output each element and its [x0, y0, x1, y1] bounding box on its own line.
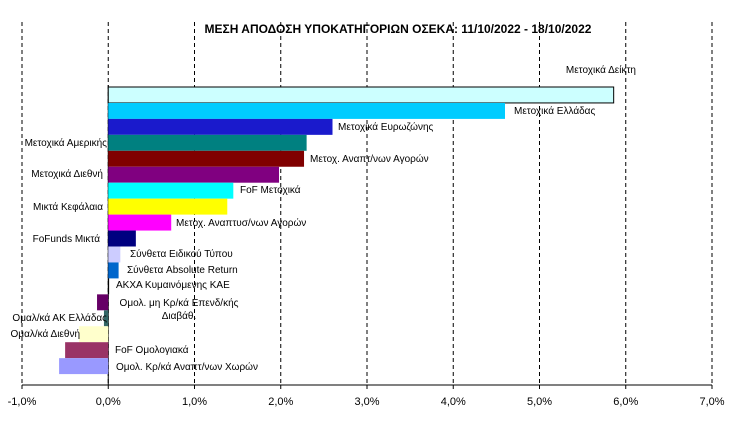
bar-label: ΑΚΧΑ Κυμαινόμενης ΚΑΕ [116, 280, 230, 291]
x-tick-label: -1,0% [8, 396, 37, 408]
bar-label: Ομαλ/κά ΑΚ Ελλάδας [12, 313, 107, 324]
bar [108, 214, 172, 231]
bar [108, 166, 280, 183]
bar-label: Μετοχικά Ελλάδας [514, 106, 596, 117]
bar [65, 342, 109, 359]
x-tick-label: 6,0% [613, 396, 638, 408]
bar [59, 358, 109, 375]
x-tick-label: 5,0% [527, 396, 552, 408]
x-tick-label: 1,0% [182, 396, 207, 408]
bar [108, 134, 307, 151]
bar [103, 310, 109, 327]
bar-label: Μετοχικά Ευρωζώνης [338, 122, 434, 133]
x-tick-label: 0,0% [96, 396, 121, 408]
bar-label: Μετοχ. Αναπτ/νων Αγορών [310, 154, 429, 165]
bar [108, 150, 305, 167]
bar-label: Ομαλ/κά Διεθνή [10, 329, 80, 340]
bar [107, 86, 615, 104]
bar-label: Σύνθετα Absolute Return [127, 265, 238, 276]
bar-label: Μετοχ. Αναπτυσ/νων Αγορών [176, 218, 307, 229]
bar [108, 102, 505, 119]
bar [108, 278, 110, 295]
bar-label: Σύνθετα Ειδικού Τύπου [130, 249, 233, 260]
bar-label: Μετοχικά Αμερικής [24, 138, 107, 149]
bar [108, 182, 234, 199]
bar [108, 262, 119, 279]
bar-label: Μικτά Κεφάλαια [33, 202, 103, 213]
chart-title: ΜΕΣΗ ΑΠΟΔΟΣΗ ΥΠΟΚΑΤΗΓΟΡΙΩΝ ΟΣΕΚΑ: 11/10/… [204, 22, 592, 36]
bar-label: Ομολ. μη Κρ/κά Επενδ/κής Διαβάθ. [119, 298, 239, 322]
bar-label: FoFunds Μικτά [32, 234, 100, 245]
bar-label: Μετοχικά Διεθνή [31, 169, 103, 180]
bar [108, 246, 121, 263]
bar-label: Μετοχικά Δείκτη [565, 65, 636, 76]
bar [78, 326, 109, 343]
x-tick-label: 7,0% [699, 396, 724, 408]
bar [108, 198, 228, 215]
bar-label: FoF Μετοχικά [240, 185, 301, 196]
x-tick-label: 3,0% [354, 396, 379, 408]
bar-label: FoF Ομολογιακά [115, 345, 189, 356]
bar [97, 294, 109, 311]
bar [108, 118, 333, 135]
x-tick-label: 4,0% [441, 396, 466, 408]
x-tick-label: 2,0% [268, 396, 293, 408]
bar-label: Ομολ. Κρ/κά Αναπτ/νων Χωρών [116, 362, 258, 373]
bar [108, 230, 136, 247]
